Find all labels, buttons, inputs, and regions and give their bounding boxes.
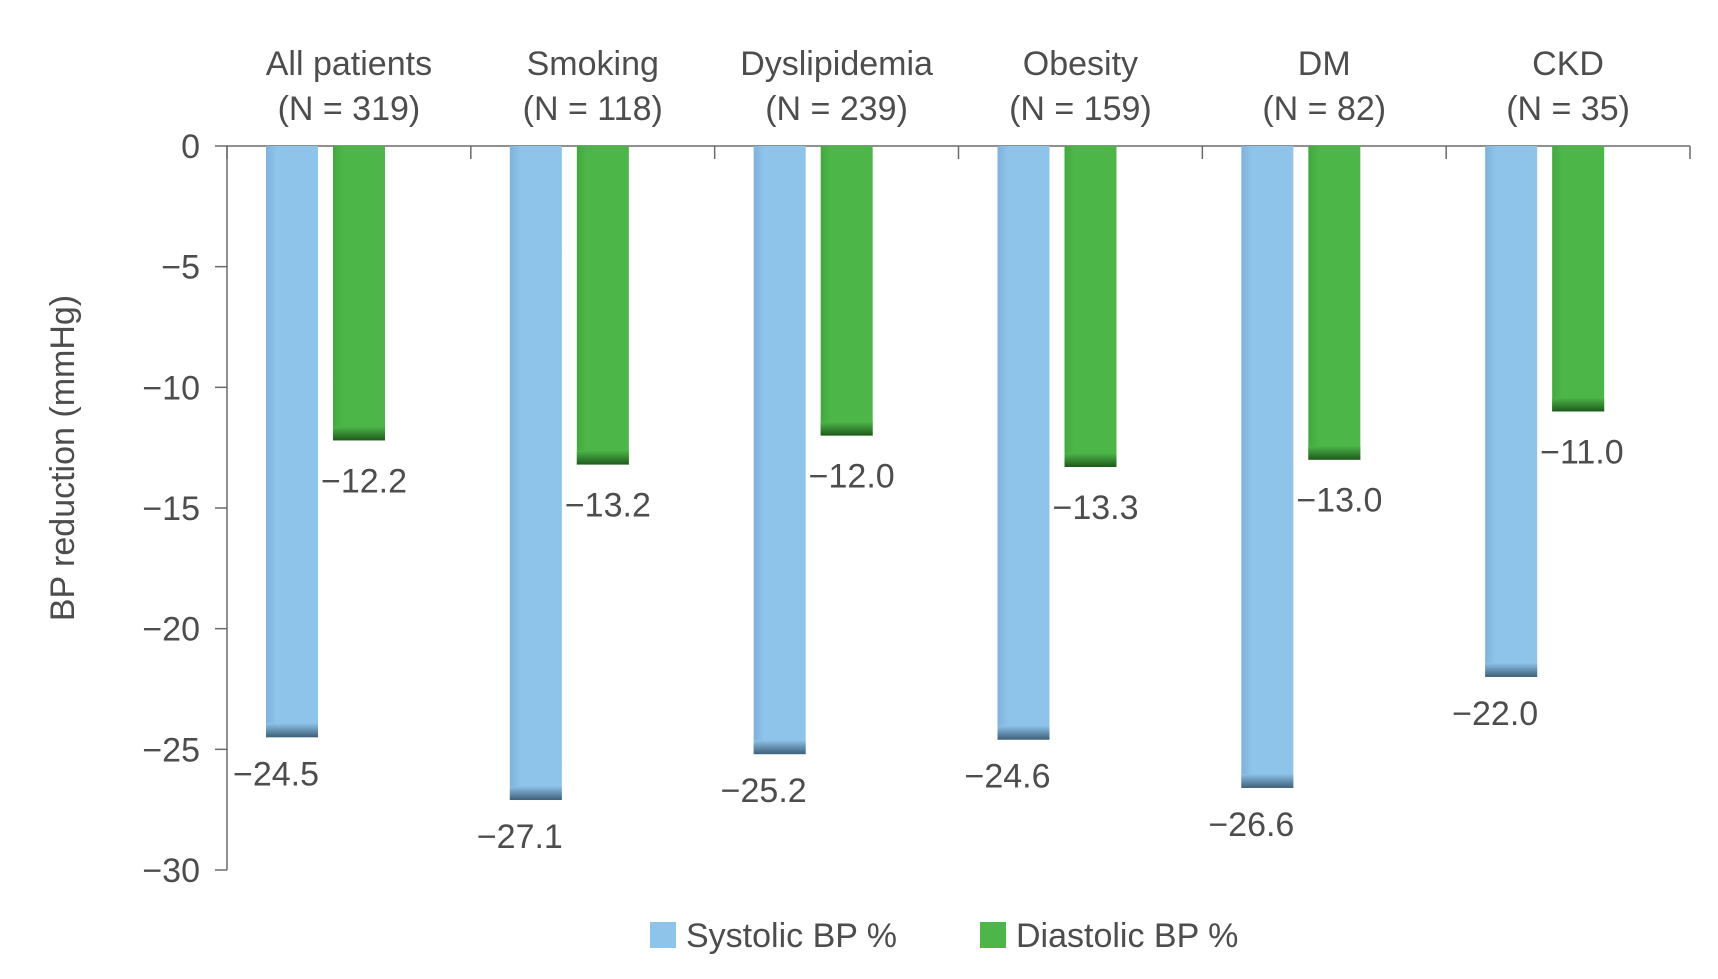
category-label: Obesity	[1023, 45, 1138, 83]
diastolic-bar	[333, 146, 385, 441]
diastolic-bar-shade	[1552, 397, 1605, 412]
category-n-label: (N = 159)	[1009, 90, 1152, 128]
diastolic-bar-body	[1064, 146, 1117, 467]
systolic-bar-body	[997, 146, 1050, 740]
systolic-bar-value-label: −25.2	[721, 772, 807, 810]
diastolic-bar-body	[1552, 146, 1605, 412]
systolic-bar-value-label: −22.0	[1452, 695, 1538, 733]
diastolic-bar-value-label: −12.2	[321, 462, 407, 500]
legend-item: Diastolic BP %	[980, 917, 1238, 955]
systolic-bar-value-label: −24.5	[233, 755, 319, 793]
diastolic-bar-body	[576, 146, 629, 465]
diastolic-bar-body	[1308, 146, 1361, 460]
y-tick-label: −10	[142, 369, 200, 407]
y-tick-label: −5	[161, 249, 200, 287]
diastolic-bar-value-label: −13.2	[565, 487, 651, 525]
systolic-bar-shade	[997, 725, 1050, 740]
diastolic-bar	[576, 146, 629, 465]
systolic-bar-shade	[1485, 662, 1538, 677]
legend-item: Systolic BP %	[650, 917, 897, 955]
diastolic-bar-body	[820, 146, 873, 436]
y-tick-label: −30	[142, 852, 200, 890]
legend-swatch	[980, 922, 1006, 948]
legend-swatch	[650, 922, 676, 948]
category-label: CKD	[1532, 45, 1604, 83]
diastolic-bar	[820, 146, 873, 436]
systolic-bar	[997, 146, 1050, 740]
systolic-bar-value-label: −26.6	[1208, 806, 1294, 844]
systolic-bar-body	[509, 146, 562, 801]
legend: Systolic BP % Diastolic BP %	[650, 917, 1238, 955]
category-n-label: (N = 82)	[1262, 90, 1386, 128]
diastolic-bar	[1552, 146, 1605, 412]
diastolic-bar-body	[333, 146, 385, 441]
systolic-bar	[1241, 146, 1294, 788]
diastolic-bar-shade	[1308, 445, 1361, 460]
diastolic-bar-shade	[1064, 452, 1117, 467]
systolic-bar-value-label: −24.6	[964, 758, 1050, 796]
diastolic-bar-shade	[576, 450, 629, 465]
category-label: All patients	[266, 45, 432, 83]
systolic-bar	[1485, 146, 1538, 677]
category-label: DM	[1298, 45, 1351, 83]
category-n-label: (N = 35)	[1506, 90, 1630, 128]
systolic-bar-value-label: −27.1	[477, 818, 563, 856]
labels-layer: All patients (N = 319) Smoking (N = 118) Dys…	[233, 45, 1630, 856]
legend-label: Diastolic BP %	[1016, 917, 1238, 955]
category-n-label: (N = 319)	[278, 90, 421, 128]
category-label: Dyslipidemia	[740, 45, 933, 83]
y-tick-label: 0	[181, 128, 200, 166]
diastolic-bar-shade	[333, 426, 385, 441]
systolic-bar-body	[1241, 146, 1294, 788]
systolic-bar	[509, 146, 562, 801]
y-axis-title: BP reduction (mmHg)	[44, 295, 82, 621]
category-n-label: (N = 118)	[523, 90, 663, 128]
y-tick-label: −25	[142, 731, 200, 769]
diastolic-bar-value-label: −11.0	[1540, 433, 1624, 471]
category-label: Smoking	[527, 45, 659, 83]
systolic-bar-body	[266, 146, 318, 738]
systolic-bar-body	[1485, 146, 1538, 677]
systolic-bar-body	[753, 146, 806, 755]
diastolic-bar-value-label: −13.3	[1053, 489, 1139, 527]
systolic-bar-shade	[1241, 773, 1294, 788]
systolic-bar	[266, 146, 318, 738]
bars-layer	[266, 146, 1605, 801]
diastolic-bar-value-label: −13.0	[1296, 482, 1382, 520]
axis-layer: 0 −5 −10 −15 −20 −25 −30	[142, 128, 1691, 890]
y-tick-label: −20	[142, 611, 200, 649]
diastolic-bar-value-label: −12.0	[809, 458, 895, 496]
category-n-label: (N = 239)	[765, 90, 908, 128]
systolic-bar-shade	[753, 740, 806, 755]
diastolic-bar-shade	[820, 421, 873, 436]
diastolic-bar	[1308, 146, 1361, 460]
systolic-bar-shade	[266, 723, 318, 738]
systolic-bar-shade	[509, 786, 562, 801]
y-tick-label: −15	[142, 490, 200, 528]
systolic-bar	[753, 146, 806, 755]
legend-label: Systolic BP %	[686, 917, 897, 955]
diastolic-bar	[1064, 146, 1117, 467]
